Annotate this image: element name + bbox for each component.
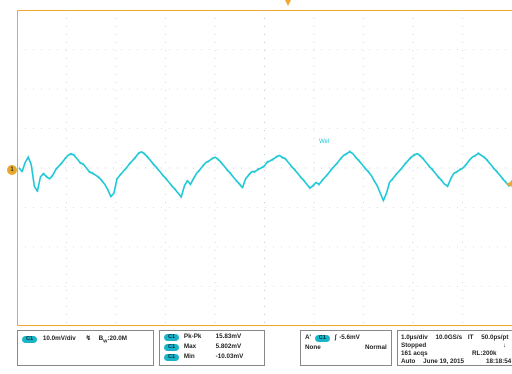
timebase: 1.0µs/div	[401, 334, 428, 341]
channel1-scale: 10.0mV/div	[42, 335, 76, 342]
meas1-value: 15.83mV	[215, 333, 242, 340]
meas2-value: 5.802mV	[215, 343, 242, 350]
sample-rate: 10.0GS/s	[435, 334, 463, 341]
trigger-channel-badge: C1	[314, 335, 330, 342]
trigger-level: -5.6mV	[339, 334, 360, 341]
meas2-label: Max	[183, 343, 197, 350]
channel1-waveform-noise	[18, 149, 512, 203]
record-length: RL:200k	[472, 350, 497, 357]
trigger-type: A'	[305, 334, 312, 341]
date: June 19, 2015	[423, 358, 465, 365]
meas1-badge: C1	[164, 334, 180, 341]
acquisition-count: 161 acqs	[401, 350, 428, 357]
trigger-source: None	[305, 344, 321, 351]
acquisition-panel[interactable]: 1.0µs/div 10.0GS/s IT 50.0ps/pt Stopped …	[397, 330, 512, 366]
meas3-value: -10.03mV	[215, 353, 244, 360]
trace-label: Wel	[319, 139, 330, 145]
channel1-badge: C1	[22, 336, 38, 343]
time-per-point: 50.0ps/pt	[481, 334, 509, 341]
auto-label: Auto	[401, 358, 416, 365]
run-state: Stopped	[401, 342, 427, 349]
meas2-badge: C1	[164, 344, 180, 351]
trigger-slope-icon: ∫	[334, 334, 337, 341]
trigger-level-marker[interactable]	[506, 181, 512, 187]
channel1-waveform	[18, 151, 512, 202]
meas1-label: Pk-Pk	[183, 333, 202, 340]
channel1-ground-marker[interactable]: 1	[7, 165, 17, 175]
channel1-scale-panel[interactable]: C1 10.0mV/div ↯ BW:20.0M	[17, 330, 154, 366]
trigger-panel[interactable]: A' C1 ∫ -5.6mV None Normal	[300, 330, 392, 366]
trigger-position-marker[interactable]	[285, 0, 291, 6]
measurements-panel[interactable]: C1 Pk-Pk 15.83mV C1 Max 5.802mV C1 Min -…	[159, 330, 265, 366]
trigger-mode: Normal	[365, 344, 387, 351]
bandwidth-icon: ↯	[85, 335, 91, 342]
meas3-badge: C1	[164, 354, 180, 361]
clock-time: 18:18:54	[486, 358, 512, 365]
acq-mode: IT	[467, 334, 474, 341]
bandwidth-label: BW:20.0M	[98, 335, 128, 344]
meas3-label: Min	[183, 353, 195, 360]
run-arrow-icon: ↓	[503, 342, 507, 349]
